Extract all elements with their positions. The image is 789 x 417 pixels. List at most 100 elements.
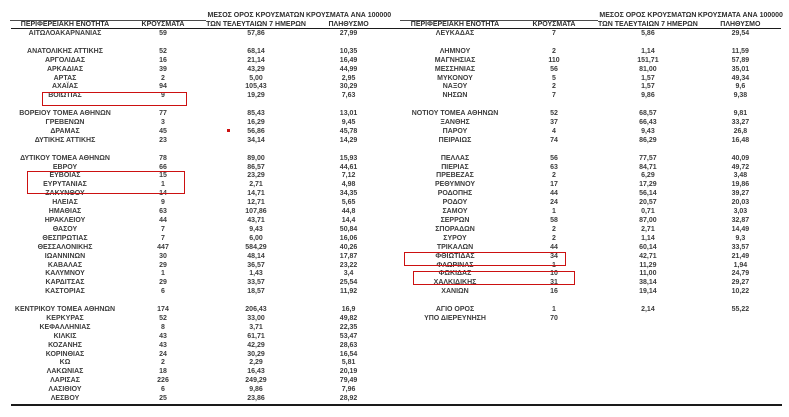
region-name-cell: ΠΡΕΒΕΖΑΣ (436, 172, 474, 180)
table-row: ΛΑΚΩΝΙΑΣ 18 16,43 20,19 (10, 368, 391, 377)
per-100k-cell: 28,63 (339, 341, 358, 349)
per-100k-cell: 45,78 (339, 127, 358, 135)
region-name-cell: ΕΥΡΥΤΑΝΙΑΣ (43, 181, 87, 189)
table-row: ΘΕΣΣΑΛΟΝΙΚΗΣ 447 584,29 40,26 (10, 244, 391, 253)
per-100k-cell: 9,3 (735, 234, 746, 242)
table-row: ΠΕΛΛΑΣ 56 77,57 40,09 (400, 155, 783, 164)
per-100k-cell: 14,4 (341, 216, 356, 224)
region-name-cell: ΚΑΣΤΟΡΙΑΣ (45, 288, 85, 296)
avg-7day-cell: 151,71 (637, 56, 659, 64)
table-row: ΝΟΤΙΟΥ ΤΟΜΕΑ ΑΘΗΝΩΝ 52 68,57 9,81 (400, 110, 783, 119)
table-row: ΚΕΝΤΡΙΚΟΥ ΤΟΜΕΑ ΑΘΗΝΩΝ 174 206,43 16,9 (10, 306, 391, 315)
avg-7day-cell: 249,29 (245, 377, 267, 385)
avg-7day-cell: 6,29 (641, 172, 655, 180)
per-100k-cell: 16,54 (339, 350, 358, 358)
region-name-cell: ΣΥΡΟΥ (443, 234, 467, 242)
per-100k-cell: 14,29 (339, 136, 358, 144)
region-name-cell: ΧΑΝΙΩΝ (441, 288, 469, 296)
avg-7day-cell: 60,14 (639, 243, 657, 251)
region-name-cell: ΑΧΑΪΑΣ (52, 83, 78, 91)
region-name-cell: ΦΩΚΙΔΑΣ (438, 270, 472, 278)
table-row: ΑΝΑΤΟΛΙΚΗΣ ΑΤΤΙΚΗΣ 52 68,14 10,35 (10, 48, 391, 57)
cases-cell: 30 (159, 252, 167, 260)
avg-7day-cell: 42,71 (639, 252, 657, 260)
spacer-row (10, 146, 391, 155)
per-100k-cell: 44,8 (341, 208, 356, 216)
cases-cell: 3 (161, 119, 165, 127)
avg-7day-cell: 9,43 (249, 225, 263, 233)
region-name-cell: ΚΙΛΚΙΣ (53, 332, 77, 340)
region-name-cell: ΒΟΙΩΤΙΑΣ (48, 92, 82, 100)
avg-7day-cell: 33,57 (247, 279, 265, 287)
region-name-cell: ΔΥΤΙΚΗΣ ΑΤΤΙΚΗΣ (34, 136, 96, 144)
region-name-cell: ΣΑΜΟΥ (442, 208, 468, 216)
table-row: ΦΘΙΩΤΙΔΑΣ 34 42,71 21,49 (400, 253, 783, 262)
cases-table-left: ΜΕΣΟΣ ΟΡΟΣ ΚΡΟΥΣΜΑΤΩΝ ΚΡΟΥΣΜΑΤΑ ΑΝΑ 1000… (10, 4, 391, 404)
avg-7day-cell: 2,71 (641, 225, 655, 233)
region-name-cell: ΤΡΙΚΑΛΩΝ (436, 243, 474, 251)
avg-7day-cell: 1,57 (641, 83, 655, 91)
avg-7day-cell: 89,00 (247, 154, 265, 162)
table-row: ΛΑΣΙΘΙΟΥ 6 9,86 7,96 (10, 386, 391, 395)
highlight-box-fthiotidas (404, 252, 566, 266)
region-name-cell: ΓΡΕΒΕΝΩΝ (45, 119, 85, 127)
region-name-cell: ΠΙΕΡΙΑΣ (441, 163, 469, 171)
per-100k-cell: 14,49 (731, 225, 750, 233)
table-row: ΑΡΓΟΛΙΔΑΣ 16 21,14 16,49 (10, 57, 391, 66)
region-name-cell: ΛΑΡΙΣΑΣ (50, 377, 80, 385)
header-spacer (510, 4, 598, 21)
cases-cell: 37 (550, 119, 558, 127)
avg-7day-cell: 85,43 (247, 110, 265, 118)
cases-cell: 45 (159, 127, 167, 135)
cases-cell: 1 (552, 306, 556, 314)
table-row: ΦΩΚΙΔΑΣ 10 11,00 24,79 (400, 270, 783, 279)
per-100k-cell: 4,98 (341, 181, 356, 189)
cases-cell: 66 (159, 163, 167, 171)
spacer-cell (400, 101, 783, 110)
table-row: ΧΑΝΙΩΝ 16 19,14 10,22 (400, 288, 783, 297)
cases-cell: 44 (550, 190, 558, 198)
column-header-avg7-line2: ΤΩΝ ΤΕΛΕΥΤΑΙΩΝ 7 ΗΜΕΡΩΝ (206, 21, 306, 29)
cases-cell: 447 (157, 243, 169, 251)
region-name-cell: ΘΕΣΣΑΛΟΝΙΚΗΣ (37, 243, 93, 251)
avg-7day-cell: 2,71 (249, 181, 263, 189)
table-row: ΠΙΕΡΙΑΣ 63 84,71 49,72 (400, 164, 783, 173)
table-row: ΚΟΖΑΝΗΣ 43 42,29 28,63 (10, 342, 391, 351)
avg-7day-cell: 86,57 (247, 163, 265, 171)
cases-cell: 7 (161, 225, 165, 233)
per-100k-cell: 11,92 (339, 288, 358, 296)
avg-7day-cell: 20,57 (639, 199, 657, 207)
table-row: ΕΥΒΟΙΑΣ 15 23,29 7,12 (10, 172, 391, 181)
region-name-cell: ΗΜΑΘΙΑΣ (48, 208, 82, 216)
cases-cell: 59 (159, 30, 167, 37)
avg-7day-cell: 16,43 (247, 368, 265, 376)
per-100k-cell: 50,84 (339, 225, 358, 233)
table-row: ΗΡΑΚΛΕΙΟΥ 44 43,71 14,4 (10, 217, 391, 226)
cases-cell: 2 (161, 74, 165, 82)
table-header-right: ΜΕΣΟΣ ΟΡΟΣ ΚΡΟΥΣΜΑΤΩΝ ΚΡΟΥΣΜΑΤΑ ΑΝΑ 1000… (400, 4, 783, 30)
per-100k-cell: 9,45 (341, 119, 356, 127)
region-name-cell: ΜΕΣΣΗΝΙΑΣ (434, 65, 476, 73)
cases-cell: 2 (552, 172, 556, 180)
per-100k-cell: 40,26 (339, 243, 358, 251)
avg-7day-cell: 21,14 (247, 56, 265, 64)
table-row: ΘΕΣΠΡΩΤΙΑΣ 7 6,00 16,06 (10, 235, 391, 244)
per-100k-cell: 24,79 (731, 270, 750, 278)
per-100k-cell: 33,27 (731, 119, 750, 127)
table-row: ΙΩΑΝΝΙΝΩΝ 30 48,14 17,87 (10, 253, 391, 262)
per-100k-cell: 29,27 (731, 279, 750, 287)
bottom-rule (11, 404, 782, 406)
region-name-cell: ΚΩ (59, 359, 71, 367)
table-row: ΛΕΥΚΑΔΑΣ 7 5,86 29,54 (400, 30, 783, 39)
region-name-cell: ΘΕΣΠΡΩΤΙΑΣ (42, 234, 88, 242)
region-name-cell: ΚΕΝΤΡΙΚΟΥ ΤΟΜΕΑ ΑΘΗΝΩΝ (14, 306, 116, 314)
table-row: ΚΟΡΙΝΘΙΑΣ 24 30,29 16,54 (10, 351, 391, 360)
column-header-per100k-line1: ΚΡΟΥΣΜΑΤΑ ΑΝΑ 100000 (306, 11, 392, 19)
table-row: ΥΠΟ ΔΙΕΡΕΥΝΗΣΗ 70 (400, 315, 783, 324)
cases-cell: 44 (159, 216, 167, 224)
per-100k-cell: 13,01 (339, 110, 358, 118)
table-row: ΝΑΞΟΥ 2 1,57 9,6 (400, 83, 783, 92)
region-name-cell: ΣΕΡΡΩΝ (440, 216, 470, 224)
header-spacer (10, 4, 120, 21)
per-100k-cell: 1,94 (733, 261, 748, 269)
